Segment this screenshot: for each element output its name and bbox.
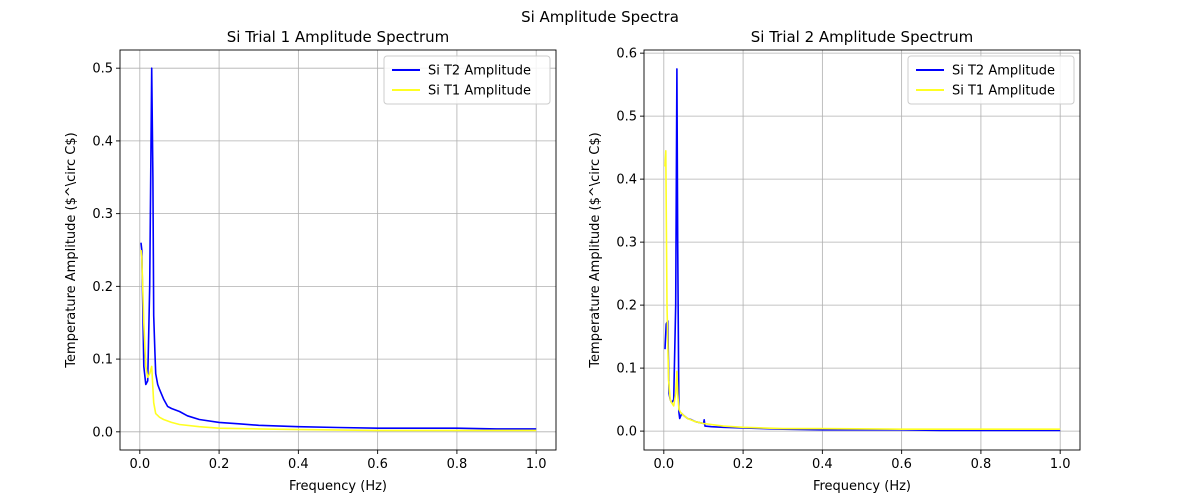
series-line-si-t2 [664, 68, 1061, 432]
x-tick-label: 0.4 [812, 457, 833, 472]
legend-entry-label: Si T2 Amplitude [428, 64, 531, 79]
x-tick-label: 0.8 [971, 457, 992, 472]
y-tick-label: 0.5 [92, 62, 113, 77]
x-tick-label: 0.8 [447, 457, 468, 472]
x-tick-label: 0.6 [891, 457, 912, 472]
x-axis-label: Frequency (Hz) [813, 479, 911, 494]
series-group [664, 68, 1061, 432]
series-line-si-t1 [664, 150, 1061, 431]
y-tick-label: 0.4 [616, 173, 637, 188]
y-tick-label: 0.2 [92, 280, 113, 295]
legend-entry-label: Si T2 Amplitude [952, 64, 1055, 79]
y-tick-label: 0.1 [616, 362, 637, 377]
trial-1-axes: 0.0 0.2 0.4 0.6 0.8 1.0 0.0 0.1 0.2 0.3 0.4 0.5 Si T… [64, 28, 557, 494]
x-tick-label: 1.0 [526, 457, 547, 472]
x-tick-label: 0.0 [653, 457, 674, 472]
y-tick-label: 0.3 [616, 236, 637, 251]
x-tick-label: 0.4 [288, 457, 309, 472]
axes-title: Si Trial 2 Amplitude Spectrum [751, 28, 974, 46]
x-tick-label: 1.0 [1050, 457, 1071, 472]
x-tick-label: 0.6 [367, 457, 388, 472]
legend: Si T2 Amplitude Si T1 Amplitude [383, 55, 551, 105]
y-tick-label: 0.4 [92, 134, 113, 149]
series-line-si-t2 [140, 67, 537, 430]
y-tick-label: 0.3 [92, 207, 113, 222]
legend-entry-label: Si T1 Amplitude [952, 84, 1055, 99]
series-line-si-t1 [140, 249, 537, 432]
legend-box [383, 55, 551, 105]
y-axis-label: Temperature Amplitude ($^\circ C$) [588, 132, 603, 368]
y-tick-label: 0.5 [616, 110, 637, 125]
legend-entry-label: Si T1 Amplitude [428, 84, 531, 99]
plot-frame [643, 49, 1081, 451]
series-group [140, 67, 537, 432]
legend-box [907, 55, 1075, 105]
y-axis-label: Temperature Amplitude ($^\circ C$) [64, 132, 79, 368]
x-axis-label: Frequency (Hz) [289, 479, 387, 494]
plot-frame [119, 49, 557, 451]
y-tick-label: 0.1 [92, 353, 113, 368]
x-tick-label: 0.2 [209, 457, 230, 472]
grid [644, 50, 1080, 450]
x-tick-label: 0.0 [129, 457, 150, 472]
x-tick-label: 0.2 [733, 457, 754, 472]
y-tick-label: 0.0 [92, 425, 113, 440]
y-tick-label: 0.2 [616, 299, 637, 314]
trial-2-axes: 0.0 0.2 0.4 0.6 0.8 1.0 0.0 0.1 0.2 0.3 0.4 0.5 0.6 S… [588, 28, 1081, 494]
axes-title: Si Trial 1 Amplitude Spectrum [227, 28, 450, 46]
grid [120, 50, 556, 450]
y-tick-label: 0.0 [616, 425, 637, 440]
figure-suptitle: Si Amplitude Spectra [521, 8, 679, 26]
y-tick-label: 0.6 [616, 47, 637, 62]
legend: Si T2 Amplitude Si T1 Amplitude [907, 55, 1075, 105]
